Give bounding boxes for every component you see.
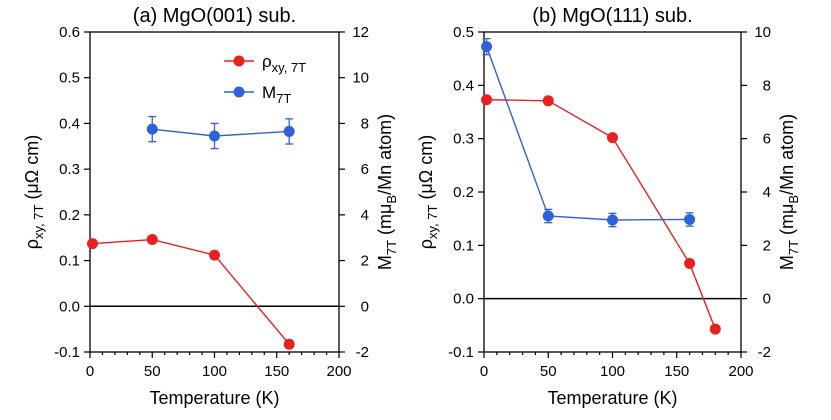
legend-marker: [233, 86, 245, 98]
x-tick-label: 0: [480, 363, 488, 380]
y-left-tick-label: 0.3: [59, 161, 80, 178]
series-line: [485, 46, 690, 221]
y-right-tick-label: 2: [763, 237, 771, 254]
legend: ρxy, 7T M7T: [224, 52, 306, 106]
y-right-tick-label: 2: [361, 253, 369, 270]
y-left-tick-label: 0.2: [59, 207, 80, 224]
y-left-tick-label: 0.2: [453, 184, 474, 201]
y-left-tick-label: 0.4: [453, 77, 474, 94]
y-left-axis-label: ρxy, 7T (μΩ cm): [416, 135, 440, 250]
y-left-tick-label: 0.0: [59, 298, 80, 315]
x-axis-label: Temperature (K): [547, 388, 677, 408]
series-line: [92, 238, 290, 345]
y-right-tick-label: 0: [763, 291, 771, 308]
data-point: [684, 257, 696, 269]
series-line: [486, 99, 716, 330]
y-right-axis-label: M7T (mμB/Mn atom): [375, 114, 399, 270]
x-tick-label: 200: [326, 363, 351, 380]
data-point: [607, 214, 618, 226]
data-point: [542, 95, 554, 107]
x-tick-label: 50: [144, 363, 161, 380]
y-right-axis-label: M7T (mμB/Mn atom): [777, 114, 801, 270]
y-right-tick-label: -2: [758, 344, 771, 361]
data-point: [481, 41, 493, 53]
chart-panel-1: 0 50 100 150 200 -0.1 0.0 0.1 0.2 0.3 0.4 0.5 0.6 -2 0…: [22, 5, 399, 408]
legend-marker: [233, 55, 245, 67]
y-right-tick-label: 4: [763, 184, 771, 201]
chart-title: (a) MgO(001) sub.: [133, 5, 296, 27]
series-line: [152, 128, 290, 137]
y-left-tick-label: -0.1: [448, 344, 474, 361]
legend-label: M7T: [262, 83, 291, 106]
y-left-tick-label: 0.5: [453, 24, 474, 41]
data-point: [607, 132, 618, 144]
data-point: [481, 94, 493, 106]
x-tick-label: 100: [600, 363, 625, 380]
y-right-tick-label: -2: [356, 344, 369, 361]
chart-panel-2: 0 50 100 150 200 -0.1 0.0 0.1 0.2 0.3 0.4 0.5 -2 0 2 4 6…: [416, 5, 801, 408]
y-left-tick-label: 0.6: [59, 24, 80, 41]
y-right-tick-label: 8: [763, 77, 771, 94]
y-right-tick-label: 10: [352, 70, 369, 87]
x-tick-label: 150: [264, 363, 289, 380]
data-point: [146, 123, 158, 135]
y-right-tick-label: 6: [361, 161, 369, 178]
chart-title: (b) MgO(111) sub.: [532, 5, 692, 27]
data-point: [86, 238, 98, 250]
y-right-tick-label: 6: [763, 131, 771, 148]
data-point: [542, 210, 554, 222]
x-axis-label: Temperature (K): [149, 388, 279, 408]
x-tick-label: 50: [540, 363, 557, 380]
data-point: [209, 249, 220, 261]
data-point: [709, 323, 721, 335]
y-left-tick-label: -0.1: [54, 344, 80, 361]
data-point: [283, 338, 295, 350]
x-tick-label: 0: [86, 363, 94, 380]
y-right-tick-label: 4: [361, 207, 369, 224]
y-right-tick-label: 0: [361, 298, 369, 315]
legend-label: ρxy, 7T: [262, 52, 306, 75]
data-point: [146, 234, 158, 246]
y-left-axis-label: ρxy, 7T (μΩ cm): [22, 135, 46, 250]
y-right-tick-label: 10: [754, 24, 771, 41]
plot-frame: [89, 31, 340, 353]
y-left-tick-label: 0.5: [59, 70, 80, 87]
y-left-tick-label: 0.1: [453, 237, 474, 254]
x-tick-label: 200: [728, 363, 753, 380]
y-right-tick-label: 8: [361, 115, 369, 132]
data-point: [684, 213, 696, 225]
y-right-tick-label: 12: [352, 24, 369, 41]
y-left-tick-label: 0.0: [453, 291, 474, 308]
y-left-tick-label: 0.4: [59, 115, 80, 132]
x-tick-label: 100: [202, 363, 227, 380]
x-tick-label: 150: [664, 363, 689, 380]
plot-frame: [483, 31, 742, 353]
data-point: [209, 130, 220, 142]
y-left-tick-label: 0.1: [59, 253, 80, 270]
data-point: [283, 125, 295, 137]
y-left-tick-label: 0.3: [453, 131, 474, 148]
